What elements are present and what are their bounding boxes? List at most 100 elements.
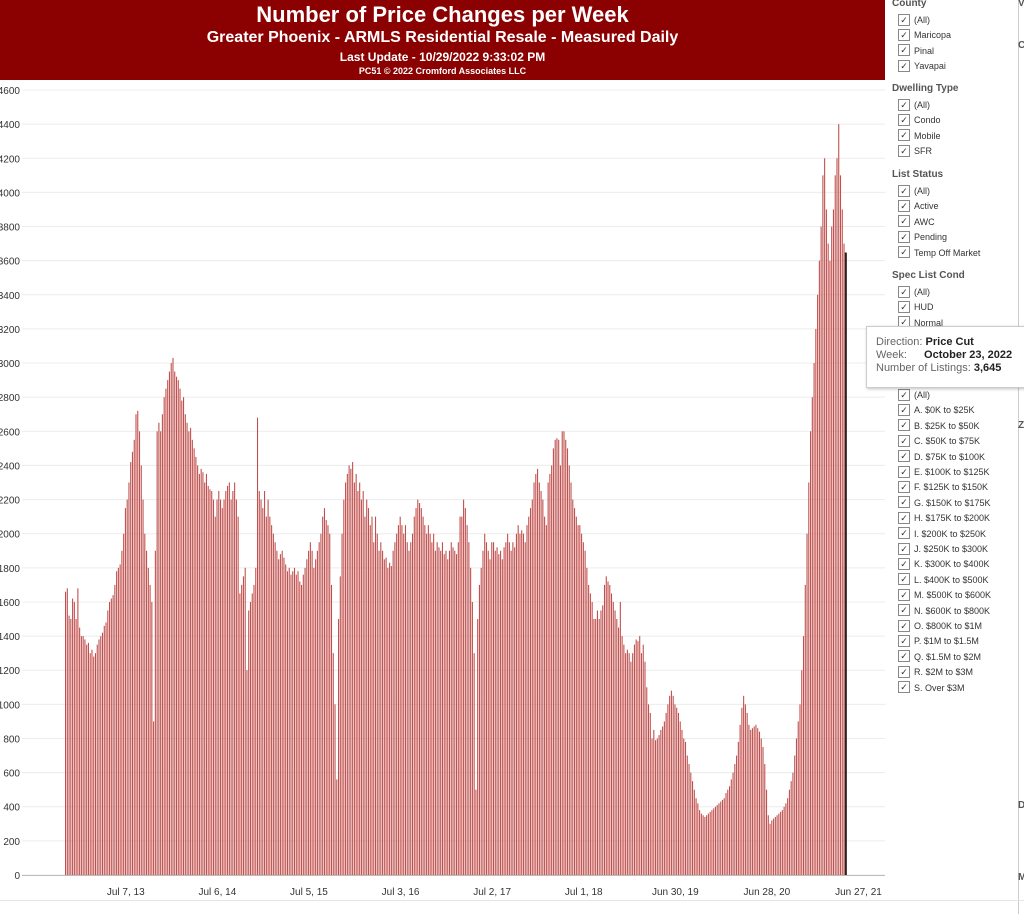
bar[interactable]	[415, 508, 417, 875]
bar[interactable]	[670, 690, 672, 875]
bar[interactable]	[98, 639, 100, 876]
bar[interactable]	[288, 567, 290, 875]
bar[interactable]	[172, 357, 174, 875]
bar[interactable]	[521, 530, 523, 875]
bar[interactable]	[394, 542, 396, 875]
bar[interactable]	[223, 499, 225, 875]
bar[interactable]	[424, 525, 426, 875]
bar[interactable]	[797, 721, 799, 875]
bar[interactable]	[70, 619, 72, 875]
bar[interactable]	[279, 554, 281, 875]
bar[interactable]	[408, 550, 410, 875]
bar[interactable]	[716, 805, 718, 875]
bar[interactable]	[177, 380, 179, 875]
bar[interactable]	[91, 649, 93, 875]
bar[interactable]	[575, 516, 577, 875]
bar[interactable]	[612, 601, 614, 875]
bar[interactable]	[131, 451, 134, 875]
bar[interactable]	[84, 639, 86, 876]
bar[interactable]	[468, 542, 470, 875]
filter-option[interactable]: Q. $1.5M to $2M	[898, 650, 981, 664]
bar[interactable]	[315, 559, 317, 875]
bar[interactable]	[806, 533, 808, 875]
bar[interactable]	[737, 741, 739, 875]
filter-option[interactable]: (All)	[898, 388, 930, 402]
bar[interactable]	[249, 601, 252, 875]
bar[interactable]	[771, 820, 773, 875]
bar[interactable]	[253, 584, 255, 875]
bar[interactable]	[212, 499, 215, 875]
bar[interactable]	[531, 499, 533, 875]
bar[interactable]	[373, 542, 375, 875]
bar[interactable]	[174, 371, 176, 875]
bar[interactable]	[230, 499, 232, 875]
bar[interactable]	[577, 525, 579, 875]
bar[interactable]	[427, 525, 429, 875]
bar[interactable]	[404, 525, 407, 875]
bar[interactable]	[450, 542, 452, 875]
checkbox-checked-icon[interactable]	[898, 129, 910, 142]
bar[interactable]	[839, 175, 842, 875]
bar[interactable]	[330, 584, 333, 875]
filter-option[interactable]: Mobile	[898, 129, 941, 143]
bar[interactable]	[276, 550, 278, 875]
bar[interactable]	[286, 571, 289, 875]
bar[interactable]	[727, 789, 729, 875]
checkbox-checked-icon[interactable]	[898, 98, 910, 111]
bar[interactable]	[392, 550, 394, 875]
filter-option[interactable]: Pending	[898, 230, 947, 244]
bar[interactable]	[591, 601, 593, 875]
bar[interactable]	[600, 610, 602, 875]
bar[interactable]	[787, 798, 789, 875]
bar[interactable]	[723, 798, 725, 875]
bar[interactable]	[529, 508, 532, 875]
bar[interactable]	[323, 508, 325, 875]
bar[interactable]	[725, 793, 727, 875]
bar[interactable]	[589, 593, 591, 875]
checkbox-checked-icon[interactable]	[898, 588, 910, 601]
bar[interactable]	[346, 473, 348, 875]
bar[interactable]	[500, 550, 502, 875]
bar[interactable]	[734, 764, 736, 875]
bar[interactable]	[459, 516, 461, 875]
bar[interactable]	[663, 721, 665, 875]
bar[interactable]	[316, 550, 318, 875]
bar[interactable]	[753, 726, 755, 875]
bar[interactable]	[496, 547, 498, 875]
bar[interactable]	[293, 567, 296, 875]
bar[interactable]	[584, 550, 586, 875]
bar[interactable]	[704, 816, 706, 875]
bar[interactable]	[677, 712, 680, 875]
bar[interactable]	[369, 525, 371, 875]
bar[interactable]	[556, 438, 558, 875]
bar[interactable]	[445, 550, 447, 875]
bar[interactable]	[183, 397, 185, 875]
bar[interactable]	[383, 559, 385, 875]
filter-option[interactable]: C. $50K to $75K	[898, 434, 980, 448]
bar[interactable]	[669, 695, 671, 875]
bar[interactable]	[191, 439, 193, 875]
bar[interactable]	[397, 525, 399, 875]
checkbox-checked-icon[interactable]	[898, 635, 910, 648]
filter-option[interactable]: Condo	[898, 114, 941, 127]
bar[interactable]	[433, 533, 435, 875]
bar[interactable]	[547, 482, 549, 876]
bar[interactable]	[292, 571, 294, 875]
checkbox-checked-icon[interactable]	[898, 496, 910, 509]
bar[interactable]	[137, 410, 139, 875]
bar[interactable]	[720, 801, 722, 875]
filter-option[interactable]: J. $250K to $300K	[898, 542, 988, 556]
bar[interactable]	[692, 781, 694, 875]
bar[interactable]	[181, 400, 183, 875]
bar[interactable]	[267, 499, 269, 875]
filter-option[interactable]: L. $400K to $500K	[898, 573, 989, 587]
bar[interactable]	[780, 811, 782, 875]
bar[interactable]	[374, 516, 377, 875]
bar[interactable]	[551, 465, 553, 875]
filter-option[interactable]: E. $100K to $125K	[898, 465, 990, 479]
bar[interactable]	[272, 533, 274, 875]
bar[interactable]	[767, 815, 769, 875]
bar[interactable]	[572, 499, 574, 875]
filter-option[interactable]: S. Over $3M	[898, 681, 965, 695]
bar[interactable]	[751, 728, 753, 875]
